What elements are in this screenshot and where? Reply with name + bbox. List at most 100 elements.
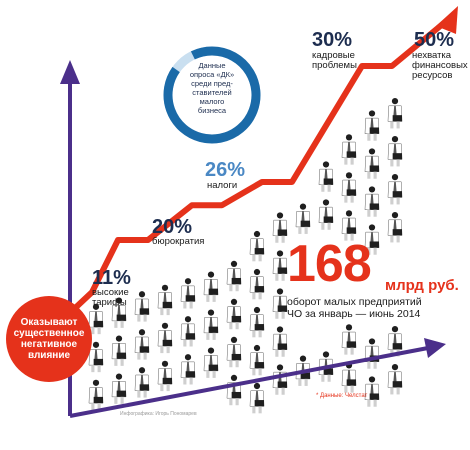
worker-leg: [281, 387, 285, 395]
office-worker-figure: [157, 360, 173, 392]
worker-briefcase: [93, 320, 104, 328]
value-label: 30%: [312, 29, 353, 51]
worker-leg: [212, 332, 216, 340]
worker-leg: [91, 403, 95, 411]
worker-head: [276, 288, 284, 295]
worker-tie: [94, 311, 98, 323]
worker-tie: [370, 384, 374, 396]
worker-briefcase: [208, 288, 219, 295]
worker-briefcase: [277, 305, 288, 312]
worker-head: [207, 309, 215, 316]
worker-leg: [373, 209, 377, 217]
turnover-number: 168: [287, 235, 372, 293]
office-worker-figure: [249, 268, 265, 300]
worker-tie: [393, 143, 397, 155]
worker-head: [276, 212, 284, 219]
worker-leg: [252, 406, 256, 414]
worker-head: [115, 335, 123, 342]
office-worker-figure: [180, 354, 196, 385]
source-note: * Данные: Челстат: [316, 393, 368, 399]
worker-leg: [373, 247, 377, 255]
worker-leg: [390, 387, 394, 395]
worker-briefcase: [254, 362, 265, 369]
value-label: 20%: [152, 216, 193, 238]
trend-line-layer: [57, 6, 458, 326]
worker-leg: [367, 247, 371, 255]
worker-leg: [327, 222, 331, 230]
office-worker-figure: [180, 316, 196, 347]
worker-leg: [327, 184, 331, 192]
worker-leg: [206, 294, 210, 302]
worker-leg: [373, 133, 377, 141]
survey-donut: [163, 46, 261, 144]
office-worker-figure: [364, 376, 380, 407]
office-worker-figure: [88, 303, 104, 335]
office-worker-figure: [387, 136, 403, 167]
worker-tie: [140, 374, 144, 386]
worker-leg: [143, 352, 147, 360]
office-worker-figure: [226, 374, 242, 406]
worker-tie: [94, 349, 98, 361]
worker-tie: [324, 207, 328, 219]
worker-head: [184, 278, 192, 285]
worker-leg: [304, 378, 308, 386]
worker-head: [161, 322, 169, 329]
category-label: кадровые проблемы: [312, 50, 357, 71]
worker-tie: [117, 343, 121, 355]
worker-leg: [183, 339, 187, 347]
worker-head: [368, 110, 376, 117]
worker-head: [391, 98, 399, 105]
worker-briefcase: [392, 381, 403, 388]
office-worker-figure: [180, 278, 196, 309]
trend-line: [57, 15, 453, 326]
worker-leg: [258, 292, 262, 300]
value-label: 50%: [414, 29, 455, 51]
worker-leg: [275, 311, 279, 319]
worker-leg: [212, 370, 216, 378]
worker-head: [253, 382, 261, 390]
worker-tie: [94, 387, 98, 399]
worker-leg: [321, 374, 325, 382]
office-worker-figure: [387, 326, 403, 357]
worker-tie: [209, 317, 213, 329]
worker-leg: [367, 171, 371, 179]
worker-tie: [347, 142, 351, 153]
worker-leg: [367, 361, 371, 369]
worker-leg: [160, 346, 164, 354]
worker-leg: [321, 184, 325, 192]
worker-tie: [186, 285, 190, 297]
worker-briefcase: [323, 178, 334, 185]
worker-briefcase: [139, 384, 150, 391]
worker-head: [161, 360, 169, 367]
worker-leg: [367, 133, 371, 141]
worker-briefcase: [208, 326, 219, 333]
worker-leg: [120, 396, 124, 404]
office-worker-figure: [341, 210, 357, 241]
worker-head: [138, 291, 146, 298]
worker-briefcase: [162, 377, 173, 385]
office-worker-figure: [341, 324, 357, 355]
worker-head: [230, 260, 238, 268]
worker-head: [299, 203, 307, 210]
worker-head: [322, 351, 330, 358]
worker-head: [230, 298, 238, 306]
x-axis-arrow-icon: [424, 338, 446, 358]
worker-head: [322, 199, 330, 206]
office-worker-figure: [226, 260, 242, 292]
worker-briefcase: [254, 400, 265, 407]
office-worker-figure: [226, 336, 242, 368]
worker-leg: [206, 332, 210, 340]
worker-briefcase: [116, 390, 127, 397]
worker-head: [207, 347, 215, 354]
worker-leg: [396, 235, 400, 243]
worker-tie: [370, 232, 374, 244]
worker-leg: [298, 378, 302, 386]
worker-tie: [163, 368, 167, 380]
worker-leg: [396, 387, 400, 395]
value-label: 11%: [92, 267, 131, 289]
worker-briefcase: [369, 165, 380, 172]
worker-head: [92, 341, 100, 348]
office-worker-figure: [272, 288, 288, 319]
worker-head: [207, 271, 215, 278]
worker-briefcase: [185, 295, 196, 302]
